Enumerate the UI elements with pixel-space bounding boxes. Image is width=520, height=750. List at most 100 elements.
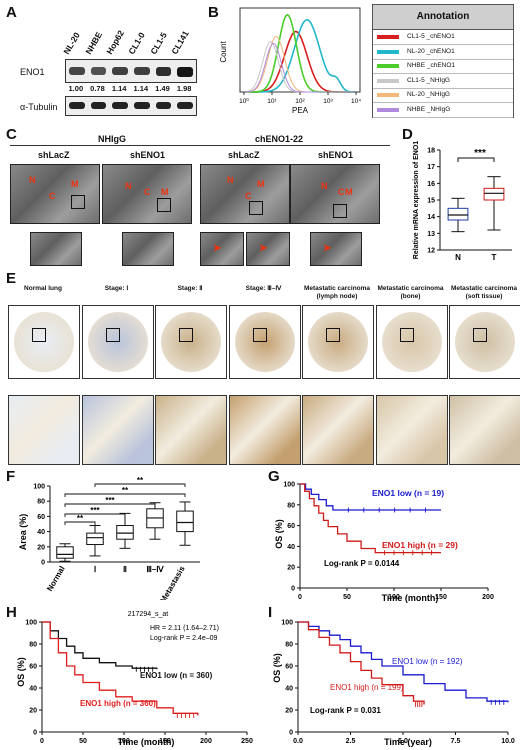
flow-tick-label: 10⁰ xyxy=(239,97,249,105)
ihc-label: Stage: Ⅲ–Ⅳ xyxy=(245,285,282,292)
flow-ticks: 10⁰ 10¹ 10² 10³ 10⁴ xyxy=(239,92,361,105)
panel-i-letter: I xyxy=(268,604,273,621)
ihc-label: Normal lung xyxy=(24,285,62,292)
arrow-icon: ➤ xyxy=(213,243,222,254)
i-x-tick-label: 7.5 xyxy=(451,738,461,745)
h-high-label: ENO1 high (n = 360) xyxy=(80,699,156,708)
panel-e-letter: E xyxy=(6,270,17,287)
em-sublabel: shLacZ xyxy=(228,150,260,160)
panel-b-letter: B xyxy=(208,4,219,21)
ihc-zoom-panel xyxy=(8,395,80,465)
legend-label: NL-20 _chENO1 xyxy=(407,47,455,55)
ihc-zoom-panel xyxy=(155,395,227,465)
sig-bracket xyxy=(64,521,96,525)
legend-swatch xyxy=(377,78,399,83)
i-y-tick-label: 100 xyxy=(281,620,293,627)
band-value: 0.78 xyxy=(90,84,105,93)
tubulin-blot xyxy=(65,96,197,116)
lane-label: CL1-0 xyxy=(126,30,147,56)
zoom-box xyxy=(399,328,414,342)
arrow-icon: ➤ xyxy=(323,243,332,254)
mrna-y-tick-label: 16 xyxy=(427,181,435,188)
legend-swatch xyxy=(377,64,399,68)
i-y-tick-label: 0 xyxy=(289,730,293,737)
em-sublabel: shENO1 xyxy=(318,150,354,160)
g-x-tick-label: 50 xyxy=(343,594,351,601)
sig-bracket xyxy=(64,493,186,497)
ihc-zoom-panel xyxy=(302,395,374,465)
western-blot-panel: NL-20 NHBE Hop62 CL1-0 CL1-5 CL141 ENO1 1.00 0… xyxy=(20,4,200,116)
flow-xlabel: PEA xyxy=(292,106,309,115)
ihc-label: Stage: Ⅱ xyxy=(177,285,203,292)
eno1-blot xyxy=(65,59,197,83)
i-y-tick-label: 40 xyxy=(285,686,293,693)
tubulin-band xyxy=(155,102,172,109)
h-y-tick-label: 100 xyxy=(25,620,37,627)
legend-row: NHBE _NHIgG xyxy=(373,103,513,118)
em-sublabel: shLacZ xyxy=(38,150,70,160)
em-zoom-box xyxy=(71,195,85,209)
flow-curve xyxy=(243,41,356,93)
h-curve xyxy=(42,621,158,670)
h-logrank: Log-rank P = 2.4e–09 xyxy=(150,635,218,642)
tubulin-band xyxy=(90,102,107,109)
tubulin-band xyxy=(69,102,85,109)
i-low-label: ENO1 low (n = 192) xyxy=(392,657,463,666)
area-box xyxy=(176,510,194,533)
tissue-core xyxy=(381,312,442,372)
sig-bracket xyxy=(64,503,156,507)
h-y-tick-label: 40 xyxy=(29,686,37,693)
g-y-tick-label: 80 xyxy=(287,502,295,509)
ihc-core-panel xyxy=(302,305,374,379)
flow-curves xyxy=(243,13,357,93)
h-x-tick-label: 50 xyxy=(79,738,87,745)
km-plot-g: OS (%) 0 50 100 150 200 0 20 40 60 80 100 ENO1 low… xyxy=(274,482,494,604)
lane-label: CL141 xyxy=(169,28,191,56)
h-curve xyxy=(42,621,199,716)
i-x-tick-label: 10.0 xyxy=(501,738,515,745)
eno1-band xyxy=(177,67,193,77)
i-x-tick-label: 2.5 xyxy=(346,738,356,745)
group2-line xyxy=(165,145,390,146)
h-y-tick-label: 0 xyxy=(33,730,37,737)
g-x-tick-label: 200 xyxy=(482,594,494,601)
em-zoom-box xyxy=(333,204,347,218)
mrna-box xyxy=(483,187,505,201)
ihc-label: Metastatic carcinoma (bone) xyxy=(377,285,444,300)
flow-tick-label: 10¹ xyxy=(267,98,277,105)
area-y-tick-label: 20 xyxy=(37,544,45,551)
i-logrank: Log-rank P = 0.031 xyxy=(310,706,381,715)
em-mark-n: N xyxy=(227,175,234,185)
area-box xyxy=(86,532,104,546)
arrow-icon: ➤ xyxy=(259,243,268,254)
area-category-label: Ⅲ–Ⅳ xyxy=(146,565,164,574)
h-y-tick-label: 80 xyxy=(29,642,37,649)
g-logrank: Log-rank P = 0.0144 xyxy=(324,559,400,568)
ihc-core-panel xyxy=(155,305,227,379)
em-mark-c: C xyxy=(245,191,252,201)
em-mark-n: N xyxy=(321,181,328,191)
zoom-box xyxy=(326,328,340,342)
ihc-core-panel xyxy=(8,305,80,379)
group1-label: NHIgG xyxy=(98,134,126,144)
area-y-tick-label: 80 xyxy=(37,499,45,506)
tissue-core xyxy=(308,312,368,372)
ihc-zoom-panel xyxy=(228,395,301,465)
g-curve xyxy=(300,483,441,511)
panel-c-letter: C xyxy=(6,126,17,143)
ihc-core-panel xyxy=(228,305,301,379)
zoom-box xyxy=(105,328,120,342)
g-y-tick-label: 40 xyxy=(287,544,295,551)
g-y-tick-label: 60 xyxy=(287,523,295,530)
band-value: 1.14 xyxy=(111,84,127,93)
h-y-tick-label: 60 xyxy=(29,664,37,671)
sig-bracket xyxy=(64,513,126,517)
h-x-tick-label: 150 xyxy=(159,738,171,745)
i-curve xyxy=(298,621,509,703)
tubulin-row-label: α-Tubulin xyxy=(20,102,58,112)
area-y-tick-label: 0 xyxy=(41,560,45,567)
em-mark-n: N xyxy=(125,181,132,191)
